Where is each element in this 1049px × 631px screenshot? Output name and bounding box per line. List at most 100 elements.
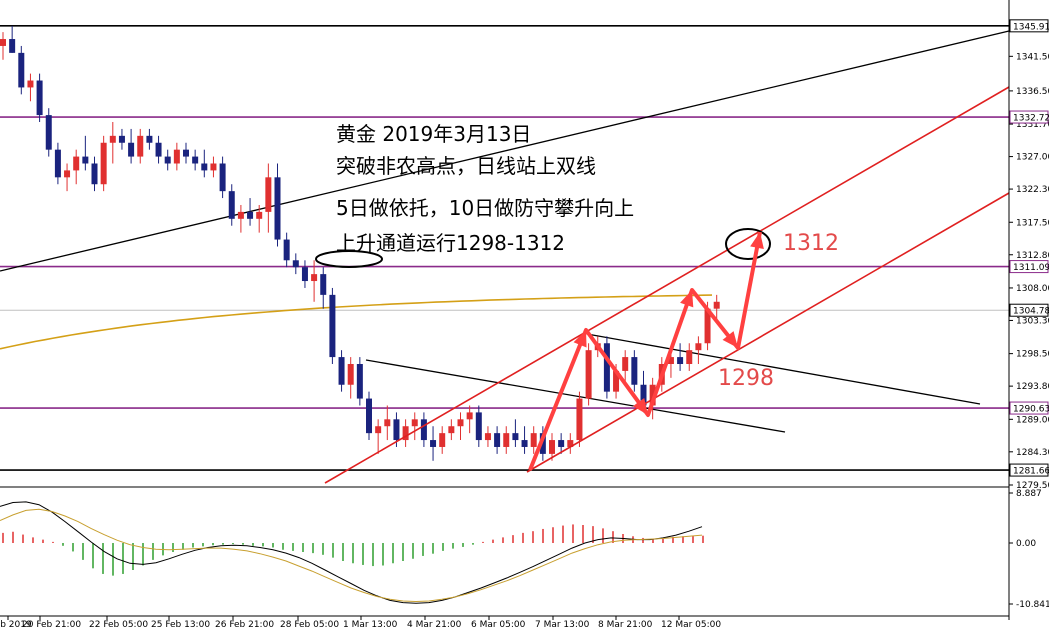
- candle-body: [82, 156, 89, 164]
- candle-body: [347, 364, 354, 385]
- osc-main-line: [0, 501, 703, 604]
- candle-body: [219, 163, 226, 192]
- candle-body: [201, 163, 208, 171]
- annotation-line-1: 黄金 2019年3月13日: [336, 122, 531, 146]
- breakout-ellipse: [315, 250, 383, 268]
- candle-body: [247, 211, 254, 219]
- price-level-tag: [1009, 303, 1049, 317]
- candle-body: [411, 419, 418, 427]
- candle-body: [494, 433, 501, 447]
- candle-body: [256, 211, 263, 219]
- candle-body: [274, 177, 281, 240]
- time-tick-label: 7 Mar 13:00: [535, 620, 590, 630]
- price-level-tag-label: 1332.72: [1013, 114, 1049, 124]
- price-level-tag: [1009, 110, 1049, 124]
- price-level-tag-label: 1311.09: [1013, 263, 1049, 273]
- osc-tick-label: 0.00: [1016, 539, 1036, 549]
- descending-trend-line-1: [365, 359, 786, 433]
- candle-body: [137, 135, 144, 157]
- candle-body: [91, 163, 98, 185]
- price-tick-label: 1312.80: [1016, 251, 1049, 261]
- candle-body: [384, 419, 391, 427]
- time-tick-label: 1 Mar 13:00: [343, 620, 398, 630]
- price-tick-label: 1284.30: [1016, 448, 1049, 458]
- candle-body: [9, 39, 16, 53]
- candle-body: [100, 142, 107, 185]
- candle-body: [338, 357, 345, 385]
- candle-body: [183, 149, 189, 157]
- candle-body: [283, 239, 290, 261]
- candle-body: [146, 135, 153, 143]
- price-tick-label: 1303.30: [1016, 316, 1049, 326]
- price-tick-label: 1289.00: [1016, 415, 1049, 425]
- candle-body: [439, 433, 446, 447]
- candle-body: [311, 274, 318, 282]
- time-tick-label: 6 Mar 05:00: [471, 620, 526, 630]
- candle-body: [393, 419, 400, 441]
- candle-body: [301, 267, 308, 282]
- price-level-tag-label: 1281.66: [1013, 467, 1049, 477]
- time-tick-label: 4 Mar 21:00: [407, 620, 462, 630]
- candle-body: [420, 419, 427, 441]
- candle-body: [292, 260, 299, 268]
- candle-body: [366, 398, 372, 434]
- candle-body: [677, 357, 684, 365]
- candle-body: [0, 39, 6, 46]
- annotation-line-3: 5日做依托，10日做防守攀升向上: [336, 196, 634, 220]
- candle-body: [549, 440, 555, 454]
- time-tick-label: Feb 2019: [0, 620, 32, 630]
- price-tick-label: 1331.70: [1016, 120, 1049, 130]
- candle-body: [613, 370, 620, 392]
- price-level-tag-label: 1290.63: [1013, 405, 1049, 415]
- price-tick-label: 1336.50: [1016, 87, 1049, 97]
- projection-arrowhead: [573, 330, 587, 348]
- candle-body: [521, 440, 528, 447]
- candle-body: [210, 163, 217, 171]
- price-level-tag: [1009, 401, 1049, 415]
- candle-body: [128, 142, 135, 157]
- channel-lower-line: [526, 192, 1010, 473]
- candle-body: [118, 135, 125, 143]
- candle-body: [603, 343, 610, 392]
- candle-body: [320, 274, 327, 295]
- channel-upper-line: [324, 86, 1010, 484]
- descending-trend-line-2: [586, 333, 981, 405]
- price-tick-label: 1317.50: [1016, 218, 1049, 228]
- candle-body: [155, 142, 162, 157]
- time-tick-label: 12 Mar 05:00: [661, 620, 721, 630]
- candle-body: [448, 426, 455, 434]
- price-level-tag: [1009, 19, 1049, 33]
- candle-body: [45, 115, 52, 150]
- price-tick-label: 1341.50: [1016, 52, 1049, 62]
- candle-body: [265, 177, 272, 212]
- osc-tick-label: 8.887: [1016, 489, 1042, 499]
- moving-average-line: [0, 294, 713, 350]
- candle-body: [667, 357, 674, 365]
- price-level-tag: [1009, 260, 1049, 274]
- annotation-line-4: 上升通道运行1298-1312: [336, 231, 565, 255]
- candle-body: [475, 412, 482, 441]
- candle-body: [457, 419, 464, 427]
- candle-body: [64, 170, 71, 178]
- long-trend-line: [0, 30, 1010, 272]
- candle-body: [73, 156, 80, 171]
- candle-body: [329, 294, 336, 358]
- projection-arrowhead: [750, 232, 764, 250]
- candle-body: [576, 398, 583, 441]
- candle-body: [192, 156, 199, 164]
- price-tick-label: 1322.30: [1016, 185, 1049, 195]
- candle-body: [228, 191, 235, 219]
- price-tick-label: 1279.50: [1016, 481, 1049, 491]
- candle-body: [558, 440, 565, 447]
- candle-body: [503, 433, 510, 447]
- candle-body: [585, 350, 592, 399]
- candle-body: [622, 357, 629, 371]
- candle-body: [567, 440, 574, 447]
- price-tick-label: 1327.00: [1016, 153, 1049, 163]
- time-tick-label: 28 Feb 05:00: [280, 620, 339, 630]
- annotation-line-2: 突破非农高点，日线站上双线: [336, 154, 596, 178]
- candle-body: [686, 350, 693, 365]
- osc-signal-line: [0, 508, 703, 603]
- time-tick-label: 22 Feb 05:00: [89, 620, 148, 630]
- time-tick-label: 20 Feb 21:00: [22, 620, 81, 630]
